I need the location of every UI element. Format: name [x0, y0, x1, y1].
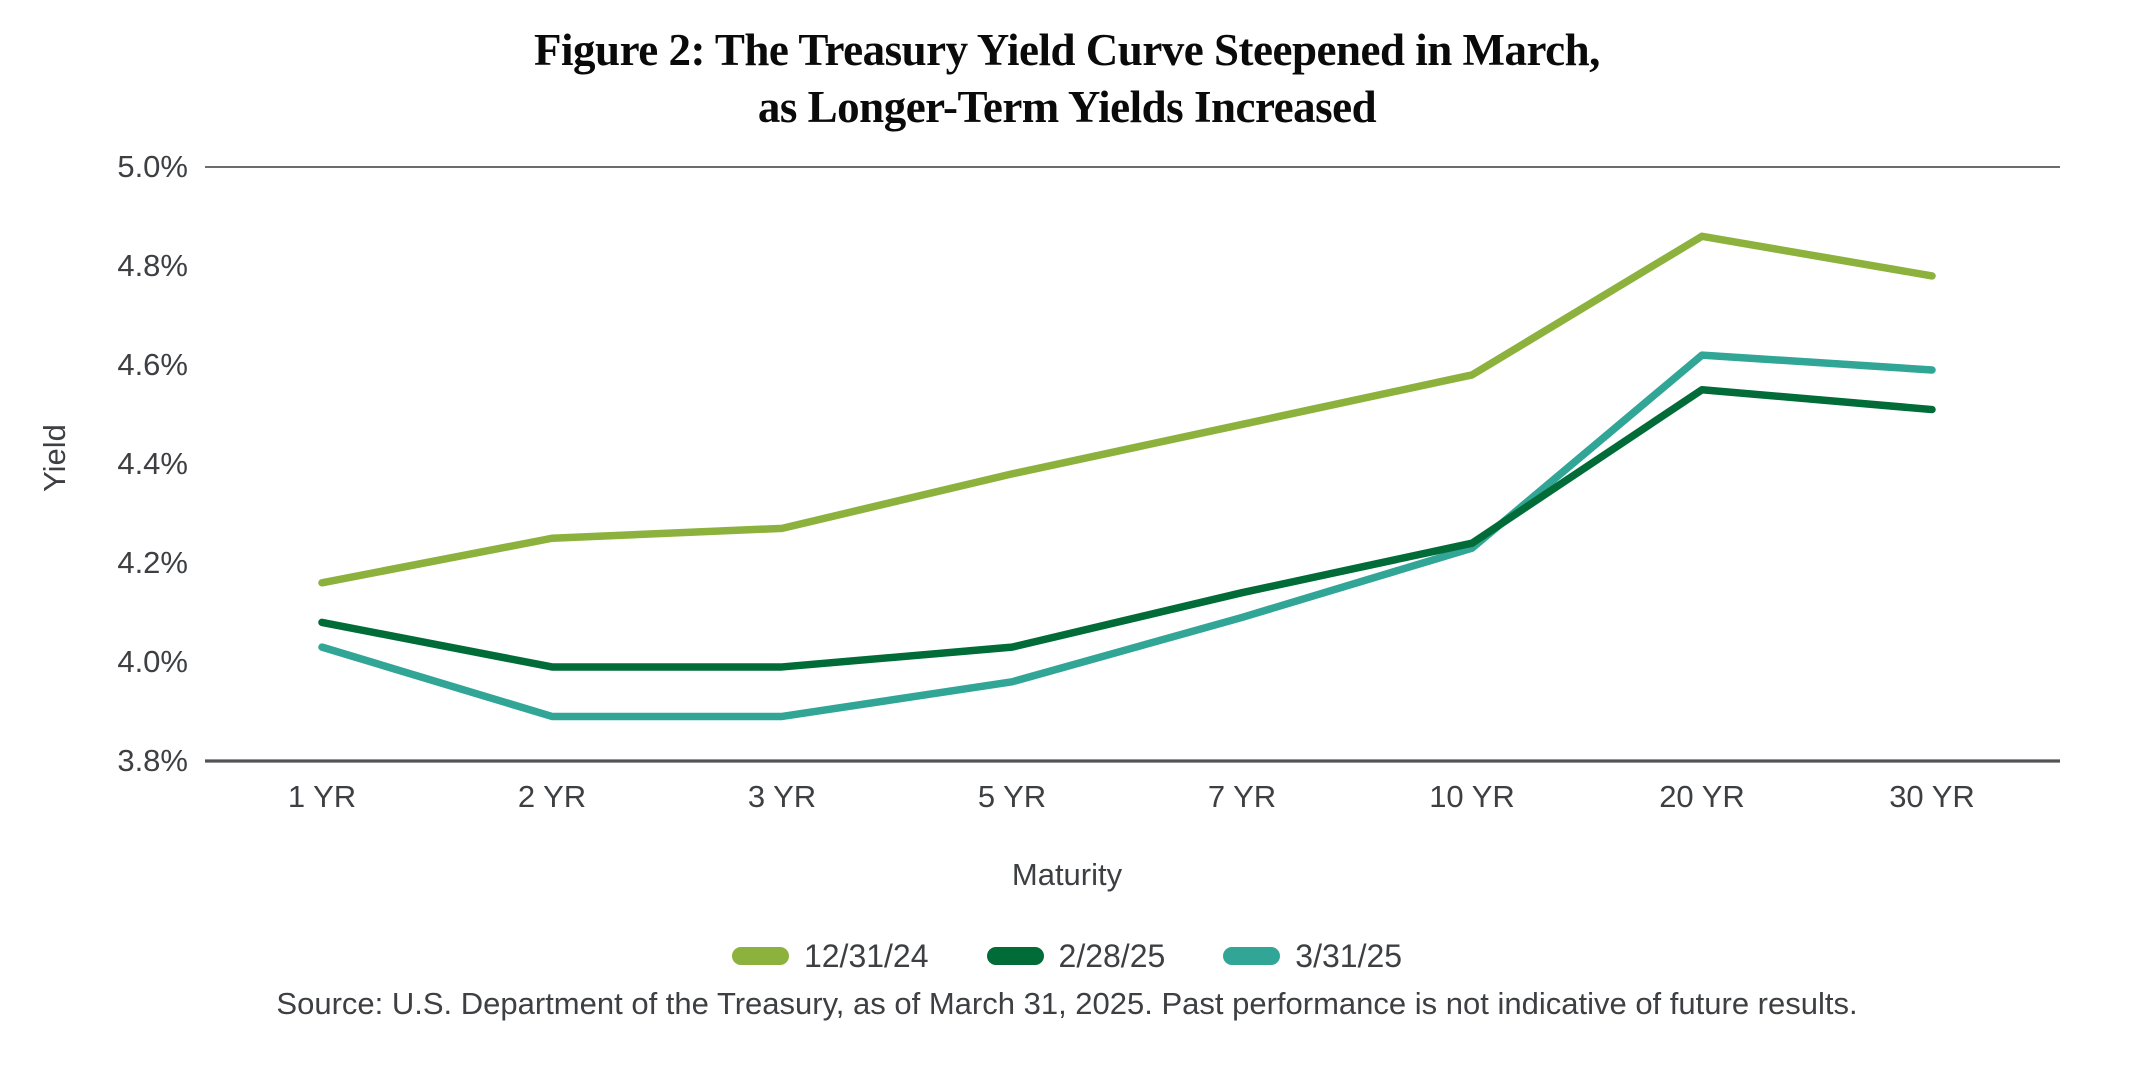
- x-tick-label: 3 YR: [747, 779, 817, 814]
- y-axis-title: Yield: [37, 424, 72, 492]
- x-tick-label: 5 YR: [977, 779, 1047, 814]
- legend-swatch: [731, 947, 789, 965]
- y-tick-label: 4.8%: [117, 248, 188, 283]
- legend-label: 2/28/25: [1058, 937, 1166, 974]
- x-tick-label: 10 YR: [1429, 779, 1515, 814]
- x-tick-label: 20 YR: [1659, 779, 1745, 814]
- chart-title-line1: Figure 2: The Treasury Yield Curve Steep…: [534, 25, 1600, 75]
- y-tick-label: 4.2%: [117, 545, 188, 580]
- legend-item: 3/31/25: [1223, 938, 1402, 975]
- chart-title: Figure 2: The Treasury Yield Curve Steep…: [0, 22, 2134, 136]
- y-tick-label: 4.0%: [117, 644, 188, 679]
- legend-item: 12/31/24: [731, 937, 929, 975]
- legend-label: 12/31/24: [803, 937, 929, 974]
- x-tick-label: 30 YR: [1889, 779, 1975, 814]
- x-tick-label: 7 YR: [1207, 779, 1277, 814]
- legend-swatch: [1223, 947, 1281, 965]
- series-line-12-31-24: [318, 232, 1936, 587]
- x-tick-label: 2 YR: [517, 779, 587, 814]
- series-line-3-31-25: [318, 351, 1936, 721]
- legend-swatch: [986, 947, 1044, 965]
- series-line-2-28-25: [318, 386, 1936, 671]
- legend-label: 3/31/25: [1295, 937, 1403, 974]
- y-tick-label: 4.6%: [117, 347, 188, 382]
- y-tick-label: 3.8%: [117, 743, 188, 778]
- legend-item: 2/28/25: [986, 937, 1166, 975]
- chart-title-line2: as Longer-Term Yields Increased: [757, 82, 1377, 132]
- x-axis-title: Maturity: [1011, 857, 1123, 892]
- x-tick-label: 1 YR: [287, 779, 357, 814]
- y-tick-label: 5.0%: [117, 149, 188, 184]
- source-note: Source: U.S. Department of the Treasury,…: [276, 986, 1858, 1021]
- y-tick-label: 4.4%: [117, 446, 188, 481]
- legend: 12/31/24 2/28/25 3/31/25: [0, 934, 2134, 978]
